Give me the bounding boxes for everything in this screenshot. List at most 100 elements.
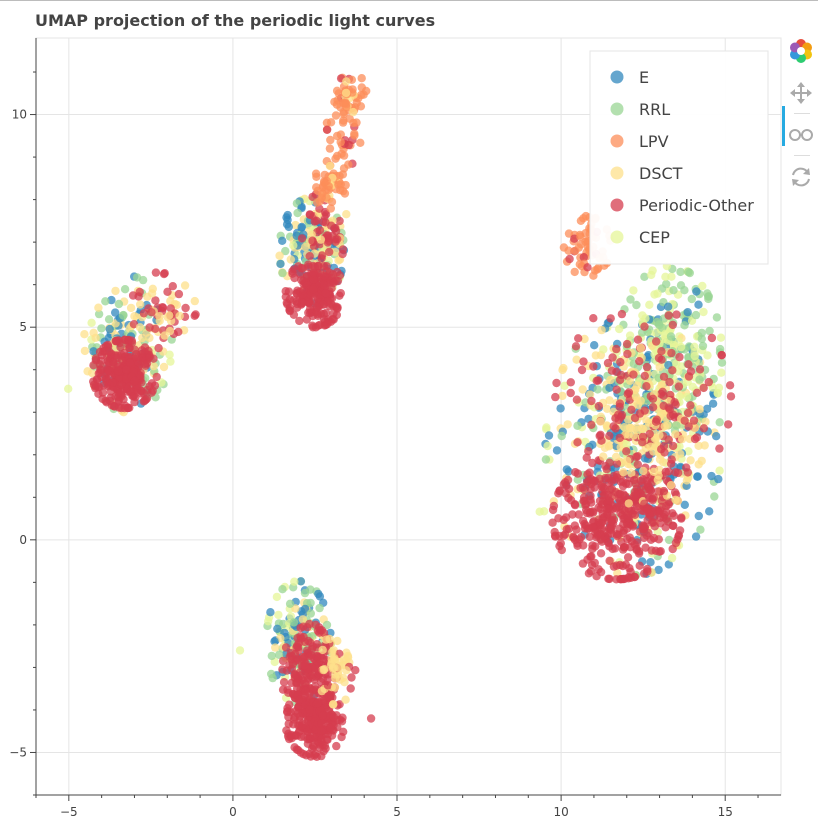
data-point-periodic-other [290, 650, 300, 659]
data-point-periodic-other [635, 357, 644, 366]
data-point-periodic-other [724, 420, 733, 429]
data-point-periodic-other [160, 269, 169, 278]
data-point-lpv [357, 74, 366, 83]
data-point-periodic-other [317, 719, 326, 728]
data-point-periodic-other [122, 365, 131, 374]
data-point-e [605, 383, 614, 392]
data-point-rrl [655, 320, 664, 330]
data-point-periodic-other [654, 487, 663, 496]
wheel-zoom-icon[interactable] [788, 122, 814, 148]
data-point-periodic-other [651, 417, 661, 426]
data-point-periodic-other [317, 726, 326, 735]
data-point-rrl [322, 620, 332, 630]
data-point-rrl [695, 375, 704, 384]
chart-title: UMAP projection of the periodic light cu… [35, 11, 436, 30]
data-point-periodic-other [564, 484, 574, 494]
legend-item[interactable]: Periodic-Other [610, 196, 755, 215]
x-tick-label: 5 [393, 805, 401, 819]
reset-icon[interactable] [788, 164, 814, 190]
axes: −5 0 5 10 15 −5 0 5 10 [9, 38, 781, 819]
data-point-dsct [316, 235, 326, 244]
data-point-dsct [606, 375, 615, 385]
data-point-lpv [570, 267, 579, 277]
data-point-rrl [541, 455, 551, 464]
legend-item[interactable]: CEP [610, 228, 671, 247]
data-point-dsct [94, 303, 103, 312]
data-point-periodic-other [300, 661, 309, 670]
data-point-periodic-other [307, 645, 317, 654]
data-point-periodic-other [657, 355, 666, 364]
data-point-e [544, 431, 554, 440]
data-point-dsct [349, 107, 358, 117]
data-point-dsct [298, 615, 308, 624]
data-point-periodic-other [689, 416, 699, 425]
legend-item[interactable]: RRL [610, 100, 671, 119]
legend-swatch [610, 166, 624, 180]
data-point-dsct [690, 423, 700, 433]
data-point-periodic-other [120, 348, 129, 358]
data-point-e [296, 577, 306, 586]
data-point-dsct [633, 400, 643, 409]
data-point-dsct [87, 368, 97, 378]
data-point-rrl [696, 525, 705, 534]
legend-label: E [639, 68, 649, 87]
legend-item[interactable]: DSCT [610, 164, 683, 183]
data-point-lpv [352, 118, 361, 127]
data-point-dsct [611, 452, 621, 462]
data-point-periodic-other [604, 496, 614, 505]
data-point-periodic-other [114, 366, 123, 376]
data-point-rrl [315, 603, 324, 613]
data-point-cep [264, 617, 273, 626]
data-point-periodic-other [652, 337, 661, 346]
data-point-periodic-other [642, 362, 652, 372]
data-point-periodic-other [633, 538, 642, 547]
data-point-periodic-other [662, 507, 671, 517]
data-point-periodic-other [333, 276, 343, 286]
data-point-rrl [97, 324, 106, 333]
data-point-dsct [585, 390, 595, 399]
data-point-dsct [138, 333, 147, 343]
legend-item[interactable]: E [610, 68, 650, 87]
data-point-dsct [605, 396, 614, 405]
data-point-dsct [275, 251, 284, 260]
data-point-periodic-other [707, 333, 717, 343]
data-point-periodic-other [565, 254, 574, 264]
data-point-periodic-other [609, 422, 618, 431]
data-point-periodic-other [661, 523, 670, 532]
data-point-lpv [356, 138, 365, 147]
data-point-periodic-other [321, 744, 330, 753]
data-point-dsct [639, 466, 648, 476]
data-point-rrl [289, 618, 299, 627]
data-point-periodic-other [623, 349, 632, 359]
data-point-lpv [326, 204, 335, 213]
legend-item[interactable]: LPV [610, 132, 669, 151]
data-point-e [276, 259, 285, 269]
data-point-dsct [624, 499, 633, 508]
data-point-periodic-other [673, 468, 683, 478]
data-point-periodic-other [695, 365, 705, 374]
data-point-lpv [315, 197, 324, 206]
data-point-periodic-other [333, 235, 342, 244]
data-point-periodic-other [669, 511, 679, 520]
data-point-lpv [311, 169, 321, 178]
data-point-periodic-other [99, 381, 109, 390]
data-point-e [315, 592, 325, 601]
data-point-periodic-other [638, 521, 647, 530]
pan-tool-icon[interactable] [788, 80, 814, 106]
data-point-periodic-other [608, 353, 617, 362]
data-point-dsct [318, 645, 327, 655]
data-point-dsct [558, 391, 567, 401]
data-point-periodic-other [608, 544, 617, 554]
data-point-cep [638, 311, 647, 320]
data-point-periodic-other [664, 311, 673, 320]
data-point-e [712, 432, 721, 441]
data-point-periodic-other [317, 751, 326, 761]
data-point-periodic-other [147, 308, 156, 317]
data-point-lpv [339, 116, 348, 125]
data-point-cep [667, 553, 677, 563]
bokeh-logo-icon[interactable] [788, 38, 814, 64]
data-point-dsct [599, 452, 608, 461]
data-point-periodic-other [683, 468, 693, 477]
data-point-cep [539, 507, 549, 516]
